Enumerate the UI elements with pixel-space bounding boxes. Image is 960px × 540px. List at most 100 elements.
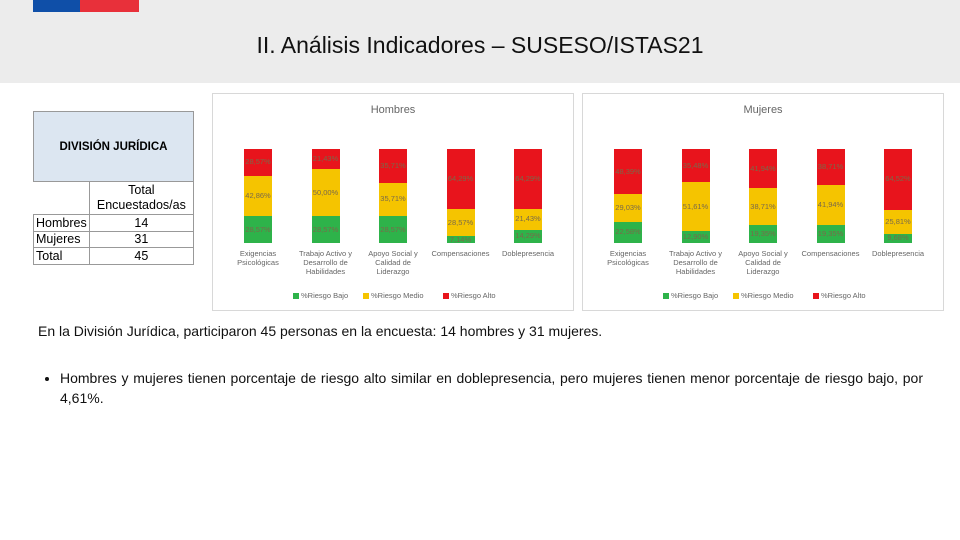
data-label: 64,29% xyxy=(515,174,541,184)
empty-cell xyxy=(33,181,90,215)
header-band xyxy=(0,0,960,83)
legend-swatch xyxy=(733,293,739,300)
data-label: 64,29% xyxy=(447,174,474,184)
bullet-list: Hombres y mujeres tienen porcentaje de r… xyxy=(38,368,923,408)
chart-mujeres: Mujeres 22,58% 29,03% 48,39% Exigencias Psic… xyxy=(582,93,944,311)
summary-table: DIVISIÓN JURÍDICA Total Encuestados/as H… xyxy=(33,111,195,265)
x-tick-label: Apoyo Social y Calidad de Liderazgo xyxy=(368,249,418,276)
data-label: 35,71% xyxy=(380,160,406,170)
slide-title: II. Análisis Indicadores – SUSESO/ISTAS2… xyxy=(256,32,704,58)
data-label: 29,03% xyxy=(615,203,641,213)
paragraph: En la División Jurídica, participaron 45… xyxy=(38,323,603,339)
x-tick-label: Apoyo Social y Calidad de Liderazgo xyxy=(738,249,788,276)
row-label: Hombres xyxy=(33,214,90,232)
data-label: 22,58% xyxy=(615,227,641,237)
data-label: 28,57% xyxy=(312,224,339,234)
bar-segment xyxy=(311,149,340,170)
bar-segment xyxy=(379,182,407,217)
legend-item: %Riesgo Bajo xyxy=(663,291,718,300)
bar-segment xyxy=(614,149,642,195)
data-label: 28,57% xyxy=(447,217,474,227)
legend-item: %Riesgo Medio xyxy=(733,291,794,300)
bar-segment xyxy=(379,149,407,183)
data-label: 21,43% xyxy=(312,154,339,164)
bar-segment xyxy=(379,216,407,243)
x-tick-label: Exigencias Psicológicas xyxy=(237,249,279,267)
legend-item: %Riesgo Bajo xyxy=(293,291,348,300)
data-label: 19,35% xyxy=(817,228,844,238)
bar-segment xyxy=(514,209,542,230)
x-tick-label: Doblepresencia xyxy=(871,249,925,258)
legend-swatch xyxy=(813,293,819,300)
x-tick-label: Doblepresencia xyxy=(501,249,555,258)
data-label: 41,94% xyxy=(817,200,844,210)
bar-segment xyxy=(446,236,475,243)
flag-red xyxy=(80,0,139,12)
table-title: DIVISIÓN JURÍDICA xyxy=(33,111,194,182)
row-label: Total xyxy=(33,247,90,265)
bullet-item: Hombres y mujeres tienen porcentaje de r… xyxy=(60,368,923,408)
legend-swatch xyxy=(443,293,449,300)
bar-segment xyxy=(681,182,710,231)
data-label: 38,71% xyxy=(817,162,844,172)
data-label: 9,68% xyxy=(887,233,909,243)
bar-segment xyxy=(749,188,777,225)
flag-blue xyxy=(33,0,80,12)
data-label: 42,86% xyxy=(245,191,271,200)
bar-segment xyxy=(614,194,642,222)
legend-item: %Riesgo Alto xyxy=(443,291,496,300)
data-label: 25,81% xyxy=(885,216,911,226)
data-label: 12,90% xyxy=(682,231,709,241)
bar-segment xyxy=(446,149,475,210)
bar-segment xyxy=(816,224,845,243)
legend-label: %Riesgo Alto xyxy=(451,291,496,300)
bar-segment xyxy=(614,221,642,243)
bar-segment xyxy=(311,216,340,243)
data-label: 41,94% xyxy=(750,163,776,173)
bar-segment xyxy=(749,149,777,189)
x-tick-label: Trabajo Activo y Desarrollo de Habilidad… xyxy=(668,249,723,276)
legend-label: %Riesgo Medio xyxy=(741,291,794,300)
data-label: 19,35% xyxy=(750,228,776,238)
chart-title: Mujeres xyxy=(743,104,783,116)
legend-swatch xyxy=(363,293,369,300)
bar-segment xyxy=(816,185,845,225)
bar-segment xyxy=(884,148,912,210)
x-tick-label: Compensaciones xyxy=(431,249,490,258)
legend-label: %Riesgo Medio xyxy=(371,291,424,300)
row-value: 45 xyxy=(88,247,195,265)
column-header: Total Encuestados/as xyxy=(88,181,195,215)
bar-segment xyxy=(311,169,340,217)
x-tick-label: Trabajo Activo y Desarrollo de Habilidad… xyxy=(298,249,353,276)
row-label: Mujeres xyxy=(33,230,90,249)
bar-segment xyxy=(244,149,272,176)
legend-label: %Riesgo Bajo xyxy=(301,291,349,300)
data-label: 51,61% xyxy=(682,201,709,211)
bar-segment xyxy=(884,209,912,234)
bar-segment xyxy=(884,233,912,243)
x-tick-label: Exigencias Psicológicas xyxy=(607,249,649,267)
bar-segment xyxy=(681,230,710,243)
bar-segment xyxy=(749,224,777,243)
data-label: 28,57% xyxy=(245,224,271,234)
bar-segment xyxy=(244,175,272,217)
bar-segment xyxy=(514,229,542,243)
legend-swatch xyxy=(663,293,669,300)
data-label: 28,57% xyxy=(245,157,271,167)
x-tick-label: Compensaciones xyxy=(801,249,860,258)
bar-segment xyxy=(816,149,845,186)
legend-label: %Riesgo Bajo xyxy=(671,291,719,300)
data-label: 14,29% xyxy=(515,231,541,241)
legend-item: %Riesgo Medio xyxy=(363,291,424,300)
bar-segment xyxy=(514,148,542,210)
legend-swatch xyxy=(293,293,299,300)
data-label: 35,71% xyxy=(380,194,406,204)
data-label: 50,00% xyxy=(312,187,339,197)
data-label: 28,57% xyxy=(380,224,406,234)
legend-label: %Riesgo Alto xyxy=(821,291,866,300)
row-value: 31 xyxy=(88,230,195,249)
bar-segment xyxy=(446,209,475,237)
row-value: 14 xyxy=(88,214,195,232)
data-label: 35,48% xyxy=(682,160,709,170)
